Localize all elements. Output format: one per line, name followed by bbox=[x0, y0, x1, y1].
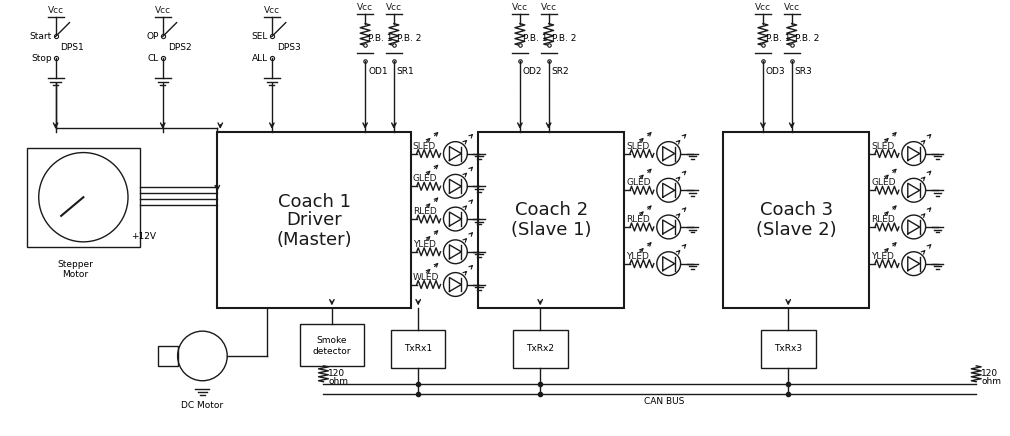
Text: P.B. 1: P.B. 1 bbox=[368, 34, 393, 44]
Text: (Slave 1): (Slave 1) bbox=[511, 221, 592, 239]
Text: ohm: ohm bbox=[981, 377, 1001, 386]
Text: RLED: RLED bbox=[413, 207, 436, 216]
Text: P.B. 1: P.B. 1 bbox=[523, 34, 547, 44]
Text: P.B. 2: P.B. 2 bbox=[397, 34, 421, 44]
Text: 120: 120 bbox=[328, 369, 345, 378]
Text: TxRx2: TxRx2 bbox=[526, 344, 554, 354]
Text: SLED: SLED bbox=[871, 142, 894, 150]
Text: Vcc: Vcc bbox=[754, 3, 771, 12]
Text: ohm: ohm bbox=[328, 377, 348, 386]
Bar bbox=[27, 148, 140, 247]
Text: YLED: YLED bbox=[871, 252, 894, 261]
Bar bbox=[391, 330, 445, 368]
Text: TxRx3: TxRx3 bbox=[775, 344, 802, 354]
Text: detector: detector bbox=[313, 347, 351, 357]
Text: Driver: Driver bbox=[286, 211, 342, 229]
Bar bbox=[217, 132, 411, 308]
Text: GLED: GLED bbox=[871, 178, 896, 187]
Text: Vcc: Vcc bbox=[47, 6, 64, 15]
Text: OD2: OD2 bbox=[523, 67, 542, 76]
Text: SLED: SLED bbox=[626, 142, 649, 150]
Text: Smoke: Smoke bbox=[316, 336, 347, 344]
Text: P.B. 1: P.B. 1 bbox=[766, 34, 791, 44]
Text: 120: 120 bbox=[981, 369, 998, 378]
Text: Motor: Motor bbox=[63, 269, 89, 279]
Text: +12V: +12V bbox=[131, 232, 156, 242]
Text: RLED: RLED bbox=[626, 215, 649, 224]
Text: Stepper: Stepper bbox=[58, 260, 93, 269]
Text: YLED: YLED bbox=[626, 252, 648, 261]
Text: (Slave 2): (Slave 2) bbox=[755, 221, 836, 239]
Text: Coach 1: Coach 1 bbox=[278, 193, 350, 211]
Text: SEL: SEL bbox=[251, 32, 268, 41]
Text: RLED: RLED bbox=[871, 215, 895, 224]
Text: Vcc: Vcc bbox=[264, 6, 280, 15]
Text: (Master): (Master) bbox=[276, 231, 351, 249]
Text: GLED: GLED bbox=[626, 178, 650, 187]
Text: SR3: SR3 bbox=[795, 67, 812, 76]
Bar bbox=[478, 132, 624, 308]
Bar bbox=[513, 330, 568, 368]
Text: OD1: OD1 bbox=[368, 67, 388, 76]
Text: YLED: YLED bbox=[413, 240, 435, 249]
Text: Vcc: Vcc bbox=[512, 3, 528, 12]
Text: DPS2: DPS2 bbox=[168, 43, 191, 52]
Text: Vcc: Vcc bbox=[540, 3, 557, 12]
Bar bbox=[300, 324, 365, 366]
Bar bbox=[761, 330, 815, 368]
Text: OP: OP bbox=[146, 32, 159, 41]
Text: SR1: SR1 bbox=[397, 67, 415, 76]
Text: Start: Start bbox=[29, 32, 52, 41]
Text: SLED: SLED bbox=[413, 142, 436, 150]
Text: SR2: SR2 bbox=[551, 67, 570, 76]
Text: Stop: Stop bbox=[31, 54, 52, 63]
Text: Coach 3: Coach 3 bbox=[760, 201, 832, 219]
Bar bbox=[158, 346, 178, 366]
Bar bbox=[723, 132, 869, 308]
Text: TxRx1: TxRx1 bbox=[404, 344, 432, 354]
Text: Vcc: Vcc bbox=[155, 6, 171, 15]
Text: P.B. 2: P.B. 2 bbox=[551, 34, 576, 44]
Text: CAN BUS: CAN BUS bbox=[644, 397, 685, 405]
Text: WLED: WLED bbox=[413, 272, 439, 282]
Text: DPS1: DPS1 bbox=[61, 43, 84, 52]
Text: P.B. 2: P.B. 2 bbox=[795, 34, 819, 44]
Text: CL: CL bbox=[147, 54, 159, 63]
Text: Vcc: Vcc bbox=[358, 3, 373, 12]
Text: DC Motor: DC Motor bbox=[182, 401, 223, 409]
Text: ALL: ALL bbox=[251, 54, 268, 63]
Text: GLED: GLED bbox=[413, 174, 437, 183]
Text: OD3: OD3 bbox=[766, 67, 786, 76]
Text: DPS3: DPS3 bbox=[277, 43, 301, 52]
Text: Vcc: Vcc bbox=[784, 3, 800, 12]
Text: Vcc: Vcc bbox=[386, 3, 402, 12]
Text: Coach 2: Coach 2 bbox=[514, 201, 588, 219]
